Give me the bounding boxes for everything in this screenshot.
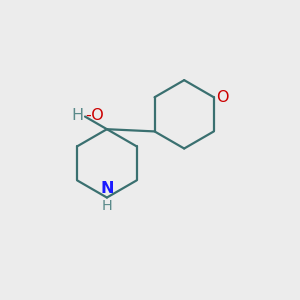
Text: -O: -O xyxy=(85,109,104,124)
Text: H: H xyxy=(72,109,84,124)
Text: H: H xyxy=(101,199,112,213)
Text: N: N xyxy=(100,181,114,196)
Text: O: O xyxy=(216,90,229,105)
